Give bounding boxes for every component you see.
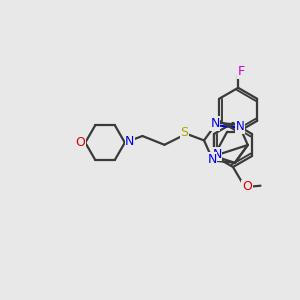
Text: O: O bbox=[242, 180, 252, 193]
Text: O: O bbox=[75, 136, 85, 149]
Text: N: N bbox=[210, 117, 220, 130]
Text: F: F bbox=[238, 65, 245, 78]
Text: S: S bbox=[180, 126, 188, 139]
Text: N: N bbox=[236, 120, 244, 134]
Text: N: N bbox=[207, 153, 217, 166]
Text: N: N bbox=[212, 148, 222, 160]
Text: N: N bbox=[125, 135, 134, 148]
